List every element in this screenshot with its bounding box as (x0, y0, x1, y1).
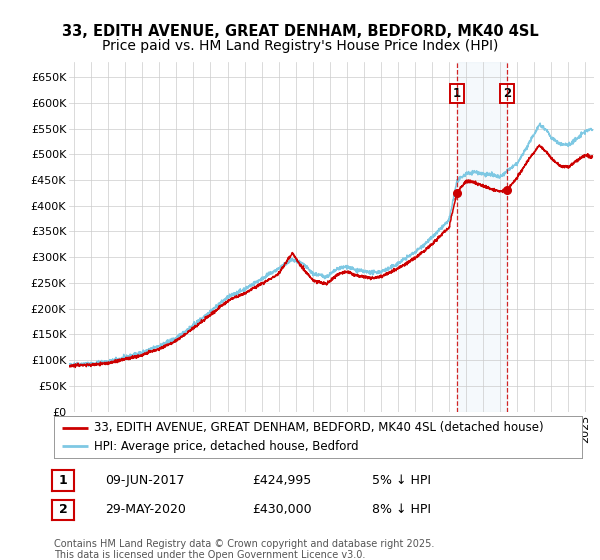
Text: £430,000: £430,000 (252, 503, 311, 516)
Text: Contains HM Land Registry data © Crown copyright and database right 2025.
This d: Contains HM Land Registry data © Crown c… (54, 539, 434, 560)
Bar (457, 62, 508, 412)
Text: 29-MAY-2020: 29-MAY-2020 (105, 503, 186, 516)
Text: HPI: Average price, detached house, Bedford: HPI: Average price, detached house, Bedf… (94, 440, 358, 453)
Text: 5% ↓ HPI: 5% ↓ HPI (372, 474, 431, 487)
Text: 1: 1 (453, 87, 461, 100)
Text: 33, EDITH AVENUE, GREAT DENHAM, BEDFORD, MK40 4SL: 33, EDITH AVENUE, GREAT DENHAM, BEDFORD,… (62, 24, 538, 39)
Text: 2: 2 (503, 87, 511, 100)
Text: 1: 1 (59, 474, 67, 487)
Text: 2: 2 (59, 503, 67, 516)
Text: 33, EDITH AVENUE, GREAT DENHAM, BEDFORD, MK40 4SL (detached house): 33, EDITH AVENUE, GREAT DENHAM, BEDFORD,… (94, 421, 543, 435)
Text: £424,995: £424,995 (252, 474, 311, 487)
Text: 8% ↓ HPI: 8% ↓ HPI (372, 503, 431, 516)
Text: Price paid vs. HM Land Registry's House Price Index (HPI): Price paid vs. HM Land Registry's House … (102, 39, 498, 53)
Text: 09-JUN-2017: 09-JUN-2017 (105, 474, 185, 487)
